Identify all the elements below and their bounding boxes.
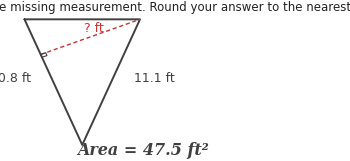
Text: Find the missing measurement. Round your answer to the nearest tenth.: Find the missing measurement. Round your…	[0, 1, 350, 14]
Text: ? ft: ? ft	[84, 22, 104, 35]
Text: Area = 47.5 ft²: Area = 47.5 ft²	[77, 142, 209, 159]
Text: 10.8 ft: 10.8 ft	[0, 72, 31, 85]
Text: 11.1 ft: 11.1 ft	[134, 72, 175, 85]
